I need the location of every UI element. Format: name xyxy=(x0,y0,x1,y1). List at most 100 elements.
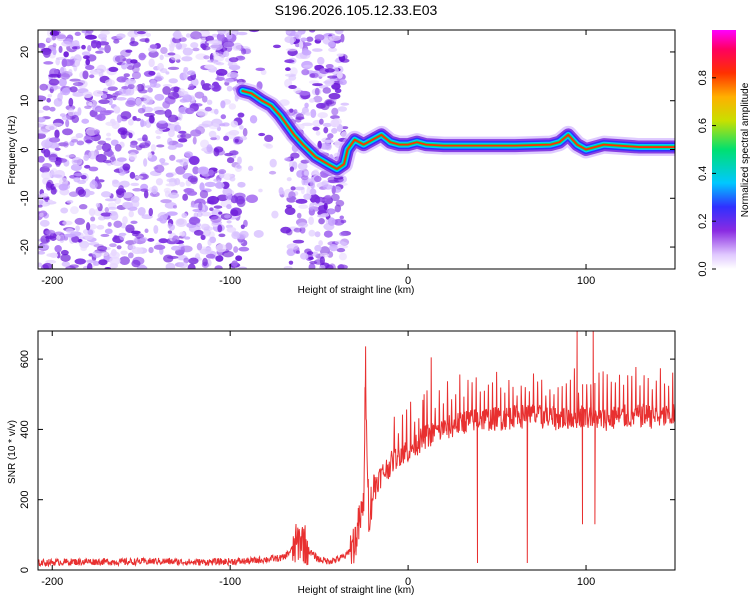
spectrogram-noise-blob xyxy=(182,47,193,56)
spectrogram-noise-blob xyxy=(61,261,70,267)
spectrogram-noise-blob xyxy=(242,127,248,137)
spectrogram-noise-blob xyxy=(71,115,80,124)
spectrogram-noise-blob xyxy=(323,80,335,84)
spectrogram-noise-blob xyxy=(237,112,245,118)
spectrogram-ylabel: Frequency (Hz) xyxy=(7,116,18,185)
spectrogram-noise-blob xyxy=(339,79,347,86)
spectrogram-noise-blob xyxy=(104,228,113,235)
spectrogram-noise-blob xyxy=(162,100,171,109)
spectrogram-noise-blob xyxy=(135,97,142,106)
spectrogram-noise-blob xyxy=(340,102,350,106)
spectrogram-noise-blob xyxy=(201,120,214,127)
spectrogram-noise-blob xyxy=(200,79,205,87)
spectrogram-noise-blob xyxy=(295,198,308,204)
spectrogram-noise-blob xyxy=(54,147,61,151)
spectrogram-noise-blob xyxy=(103,109,115,114)
spectrogram-noise-blob xyxy=(330,119,340,128)
spectrogram-noise-blob xyxy=(341,131,348,139)
spectrogram-noise-blob xyxy=(148,70,156,76)
spectrogram-noise-blob xyxy=(166,255,179,259)
spectrogram-noise-blob xyxy=(147,238,155,242)
colorbar-gradient xyxy=(712,30,736,269)
spectrogram-noise-blob xyxy=(87,263,93,269)
spectrogram-noise-blob xyxy=(246,194,258,204)
spectrogram-noise-blob xyxy=(220,114,227,120)
spectrogram-noise-blob xyxy=(75,133,84,139)
spectrogram-noise-blob xyxy=(129,171,136,179)
spectrogram-noise-blob xyxy=(114,144,122,152)
spectrogram-noise-blob xyxy=(324,194,332,199)
spectrogram-noise-blob xyxy=(196,222,202,228)
spectrogram-noise-blob xyxy=(312,126,320,131)
spectrogram-noise-blob xyxy=(38,129,49,135)
spectrogram-xtick-label: 100 xyxy=(577,275,595,287)
spectrogram-noise-blob xyxy=(108,66,119,73)
spectrogram-noise-blob xyxy=(237,156,242,165)
spectrogram-noise-blob xyxy=(65,228,74,234)
spectrogram-noise-blob xyxy=(55,57,61,66)
snr-ytick-label: 400 xyxy=(19,420,31,438)
spectrogram-noise-blob xyxy=(280,226,292,234)
spectrogram-noise-blob xyxy=(218,169,227,175)
spectrogram-noise-blob xyxy=(168,78,178,84)
spectrogram-noise-blob xyxy=(159,157,166,164)
spectrogram-noise-blob xyxy=(285,30,292,34)
spectrogram-noise-blob xyxy=(85,34,97,40)
spectrogram-noise-blob xyxy=(167,230,173,234)
spectrogram-noise-blob xyxy=(178,112,183,121)
spectrogram-noise-blob xyxy=(181,212,188,219)
spectrogram-noise-blob xyxy=(56,235,61,240)
spectrogram-noise-blob xyxy=(187,70,196,76)
spectrogram-noise-blob xyxy=(102,159,112,164)
spectrogram-noise-blob xyxy=(223,135,230,142)
spectrogram-noise-blob xyxy=(182,193,189,201)
spectrogram-noise-blob xyxy=(55,160,61,168)
spectrogram-noise-blob xyxy=(310,179,315,189)
spectrogram-noise-blob xyxy=(88,150,97,160)
spectrogram-noise-blob xyxy=(225,242,233,251)
spectrogram-noise-blob xyxy=(172,32,181,38)
spectrogram-noise-blob xyxy=(148,247,154,254)
spectrogram-noise-blob xyxy=(50,168,58,176)
spectrogram-noise-blob xyxy=(216,32,225,42)
spectrogram-noise-blob xyxy=(56,251,61,259)
spectrogram-noise-blob xyxy=(84,164,91,169)
spectrogram-noise-blob xyxy=(47,199,54,204)
spectrogram-noise-blob xyxy=(159,54,164,61)
spectrogram-noise-blob xyxy=(328,92,341,100)
spectrogram-noise-blob xyxy=(54,245,62,253)
spectrogram-ytick-label: -10 xyxy=(19,190,31,206)
spectrogram-noise-blob xyxy=(165,172,174,178)
colorbar-tick-label: 0.4 xyxy=(697,166,709,181)
spectrogram-noise-blob xyxy=(230,120,239,128)
spectrogram-noise-blob xyxy=(61,58,68,68)
spectrogram-noise-blob xyxy=(61,87,71,96)
spectrogram-noise-blob xyxy=(229,176,236,182)
spectrogram-noise-blob xyxy=(204,181,217,188)
spectrogram-noise-blob xyxy=(85,259,97,263)
spectrogram-noise-blob xyxy=(92,105,103,112)
spectrogram-noise-blob xyxy=(321,196,333,205)
spectrogram-xtick-label: -100 xyxy=(219,275,241,287)
spectrogram-noise-blob xyxy=(73,173,85,177)
spectrogram-noise-blob xyxy=(201,95,208,103)
spectrogram-noise-blob xyxy=(144,228,149,233)
spectrogram-noise-blob xyxy=(173,86,180,93)
spectrogram-noise-blob xyxy=(226,32,233,40)
spectrogram-noise-blob xyxy=(43,61,54,65)
spectrogram-noise-blob xyxy=(109,256,121,266)
spectrogram-noise-blob xyxy=(210,137,217,141)
spectrogram-noise-blob xyxy=(248,30,260,33)
spectrogram-noise-blob xyxy=(309,73,316,78)
spectrogram-noise-blob xyxy=(269,158,277,168)
spectrogram-noise-blob xyxy=(314,231,321,238)
spectrogram-noise-blob xyxy=(237,181,246,188)
spectrogram-noise-blob xyxy=(175,143,184,148)
spectrogram-noise-blob xyxy=(140,120,147,127)
spectrogram-noise-blob xyxy=(188,83,194,90)
spectrogram-noise-blob xyxy=(70,206,79,215)
spectrogram-noise-blob xyxy=(166,178,177,183)
spectrogram-noise-blob xyxy=(131,259,141,268)
spectrogram-noise-blob xyxy=(39,83,48,91)
spectrogram-noise-blob xyxy=(194,200,201,204)
